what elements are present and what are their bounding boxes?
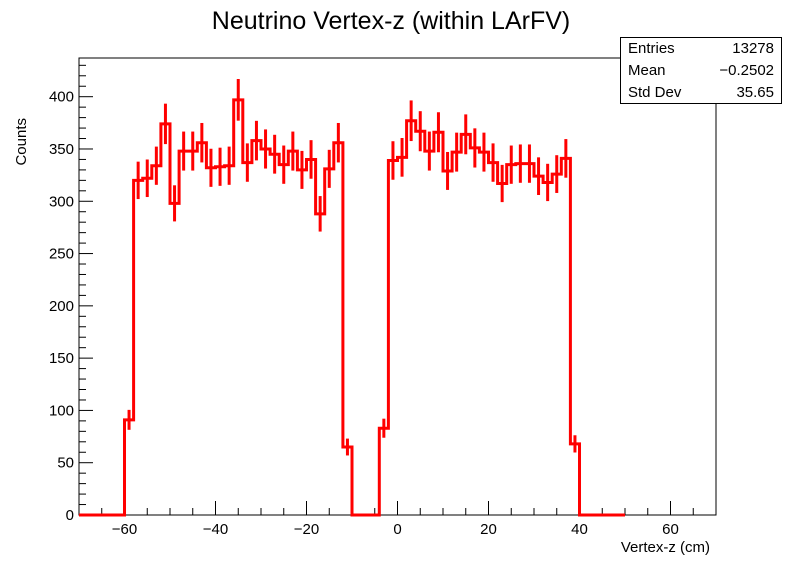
- plot-frame: [78, 57, 717, 516]
- y-tick-label: 150: [49, 350, 74, 367]
- x-axis-title: Vertex-z (cm): [621, 539, 710, 556]
- stat-entries-value: 13278: [732, 40, 774, 57]
- stat-row-mean: Mean −0.2502: [628, 61, 774, 81]
- y-tick-label: 0: [66, 507, 74, 524]
- y-tick-label: 50: [57, 455, 74, 472]
- chart-title: Neutrino Vertex-z (within LArFV): [212, 7, 570, 35]
- stats-box: Entries 13278 Mean −0.2502 Std Dev 35.65: [620, 37, 782, 104]
- x-tick-label: 20: [480, 521, 497, 538]
- stat-stddev-value: 35.65: [736, 84, 774, 101]
- y-axis-title: Counts: [13, 118, 30, 166]
- y-tick-label: 400: [49, 89, 74, 106]
- y-tick-label: 250: [49, 246, 74, 263]
- histogram-bins: [79, 78, 625, 517]
- y-tick-label: 200: [49, 298, 74, 315]
- y-axis-ticks: 0 50 100 150 200 250 300 350 400: [49, 64, 93, 524]
- x-tick-label: 40: [571, 521, 588, 538]
- stat-mean-value: −0.2502: [719, 62, 774, 79]
- x-tick-label: −40: [203, 521, 228, 538]
- stat-entries-label: Entries: [628, 40, 675, 57]
- x-axis-ticks: −60 −40 −20 0 20 40 60: [78, 501, 717, 538]
- y-tick-label: 100: [49, 402, 74, 419]
- stat-row-stddev: Std Dev 35.65: [628, 83, 774, 103]
- stat-stddev-label: Std Dev: [628, 84, 682, 101]
- x-tick-label: 0: [393, 521, 401, 538]
- y-tick-label: 300: [49, 193, 74, 210]
- x-tick-label: 60: [662, 521, 679, 538]
- stat-row-entries: Entries 13278: [628, 39, 774, 59]
- x-tick-label: −60: [112, 521, 137, 538]
- x-tick-label: −20: [294, 521, 319, 538]
- stat-mean-label: Mean: [628, 62, 666, 79]
- y-tick-label: 350: [49, 141, 74, 158]
